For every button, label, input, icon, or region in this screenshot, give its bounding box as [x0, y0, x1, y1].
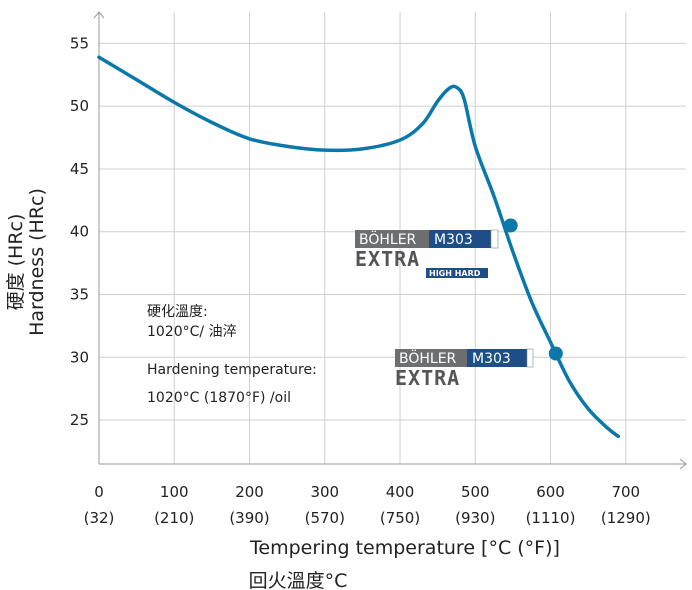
y-tick-labels: 25 30 35 40 45 50 55	[70, 34, 89, 429]
x-tick-c-300: 300	[310, 483, 339, 501]
logo2-sub: EXTRA	[395, 366, 460, 390]
x-axis-title-cn: 回火溫度°C	[249, 570, 348, 590]
logo1-badge: HIGH HARD	[429, 269, 481, 278]
logo-bohler-m303-extra: BÖHLER M303 EXTRA	[395, 348, 534, 390]
y-axis-title-cn: 硬度 (HRc)	[5, 214, 27, 311]
annotation-cn-label: 硬化溫度:	[147, 304, 208, 320]
x-tick-f-600: (1110)	[526, 509, 576, 527]
annotation-en-label: Hardening temperature:	[147, 362, 317, 378]
logo-bohler-m303-extra-high-hard: BÖHLER M303 EXTRA HIGH HARD	[355, 229, 499, 278]
data-marker-1	[548, 346, 563, 361]
x-tick-c-600: 600	[536, 483, 565, 501]
x-axis-arrow	[679, 458, 687, 470]
y-axis-title: Hardness (HRc)	[26, 188, 48, 336]
logo1-grade-bg	[429, 230, 491, 248]
logo1-grade: M303	[434, 232, 473, 248]
annotations: 硬化溫度: 1020°C/ 油淬 Hardening temperature: …	[147, 304, 317, 406]
x-tick-f-400: (750)	[380, 509, 420, 527]
series	[97, 55, 621, 439]
axes	[93, 11, 687, 470]
y-tick-55: 55	[70, 34, 89, 52]
x-tick-c-100: 100	[160, 483, 189, 501]
logo2-grade-bg	[467, 349, 527, 367]
y-tick-35: 35	[70, 286, 89, 304]
x-tick-f-300: (570)	[305, 509, 345, 527]
x-tick-c-500: 500	[461, 483, 490, 501]
logo1-badge-bg	[426, 268, 488, 278]
y-tick-25: 25	[70, 411, 89, 429]
x-tick-c-200: 200	[235, 483, 264, 501]
x-tick-f-0: (32)	[84, 509, 115, 527]
x-tick-f-700: (1290)	[601, 509, 651, 527]
logo2-brand-bg	[395, 349, 467, 367]
logo1-brand: BÖHLER	[359, 230, 417, 248]
y-tick-45: 45	[70, 160, 89, 178]
y-tick-30: 30	[70, 348, 89, 366]
logo1-end	[490, 229, 499, 249]
data-marker-0	[503, 218, 518, 233]
x-tick-labels: 0 (32) 100 (210) 200 (390) 300 (570) 400 (750) 500…	[84, 483, 651, 527]
x-tick-c-0: 0	[94, 483, 104, 501]
x-axis-title: Tempering temperature [°C (°F)]	[249, 537, 560, 559]
logo1-sub: EXTRA	[355, 247, 420, 271]
y-axis-arrow	[93, 11, 105, 19]
y-tick-50: 50	[70, 97, 89, 115]
x-tick-c-400: 400	[386, 483, 415, 501]
logo2-brand: BÖHLER	[399, 349, 457, 367]
y-tick-40: 40	[70, 223, 89, 241]
logo2-grade: M303	[472, 351, 511, 367]
x-tick-f-500: (930)	[455, 509, 495, 527]
logo1-brand-bg	[355, 230, 429, 248]
annotation-en-value: 1020°C (1870°F) /oil	[147, 390, 291, 406]
logo2-end	[526, 348, 534, 368]
x-tick-f-200: (390)	[229, 509, 269, 527]
x-tick-f-100: (210)	[154, 509, 194, 527]
annotation-cn-value: 1020°C/ 油淬	[147, 324, 237, 340]
x-tick-c-700: 700	[611, 483, 640, 501]
